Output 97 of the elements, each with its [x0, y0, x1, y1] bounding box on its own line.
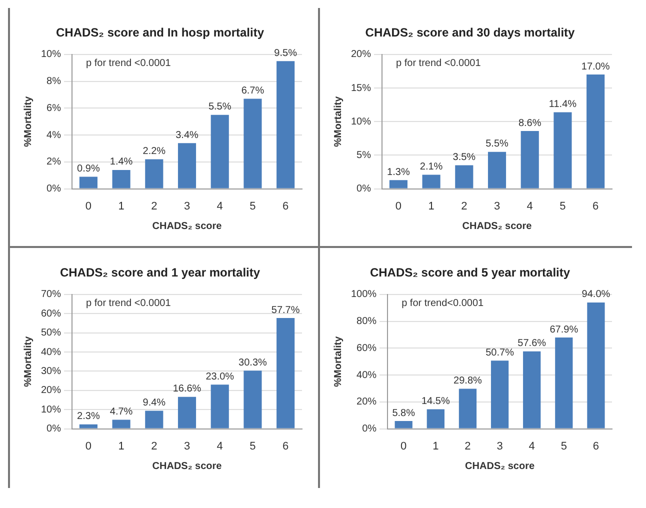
x-tick-label: 2	[464, 440, 471, 452]
annotation: p for trend <0.0001	[86, 298, 172, 310]
data-label: 67.9%	[550, 324, 578, 336]
x-tick-label: 4	[216, 440, 223, 452]
annotation: p for trend <0.0001	[396, 58, 482, 70]
x-tick-label: 4	[526, 200, 533, 212]
y-tick-label: 80%	[356, 316, 377, 328]
data-label: 1.4%	[110, 156, 133, 168]
data-label: 16.6%	[172, 384, 202, 395]
x-axis-title: CHADS₂ score	[465, 460, 535, 472]
y-tick-label: 2%	[46, 156, 62, 168]
y-axis-title: %Mortality	[332, 96, 344, 147]
data-label: 4.7%	[110, 406, 133, 418]
x-tick-label: 1	[118, 200, 124, 212]
y-tick-label: 20%	[351, 49, 372, 60]
x-tick-label: 4	[528, 440, 535, 452]
y-tick-label: 6%	[46, 102, 62, 114]
data-label: 11.4%	[548, 98, 577, 110]
y-tick-label: 40%	[356, 370, 377, 381]
data-label: 3.5%	[452, 152, 476, 164]
chart-title: CHADS₂ score and In hosp mortality	[56, 26, 264, 40]
data-label: 9.4%	[142, 398, 166, 408]
x-tick-label: 1	[432, 440, 439, 452]
data-label: 30.3%	[238, 357, 267, 368]
data-label: 94.0%	[582, 289, 610, 300]
data-label: 2.3%	[77, 411, 100, 422]
data-label: 5.5%	[486, 138, 509, 150]
y-tick-label: 0%	[362, 424, 377, 435]
y-tick-label: 40%	[41, 346, 62, 358]
data-label: 1.3%	[387, 166, 410, 178]
x-tick-label: 5	[560, 440, 567, 452]
x-tick-label: 5	[560, 200, 566, 212]
y-axis-title: %Mortality	[22, 96, 34, 147]
y-tick-label: 5%	[356, 150, 372, 161]
data-label: 17.0%	[581, 61, 610, 72]
annotation: p for trend<0.0001	[402, 298, 484, 310]
x-tick-label: 3	[494, 200, 500, 212]
x-tick-label: 2	[461, 200, 468, 212]
data-label: 2.1%	[420, 161, 443, 172]
data-label: 5.5%	[208, 102, 232, 113]
y-tick-label: 0%	[46, 424, 62, 435]
x-tick-label: 6	[282, 440, 289, 452]
y-tick-label: 20%	[356, 396, 377, 408]
x-tick-label: 6	[282, 200, 289, 212]
data-label: 8.6%	[518, 118, 542, 129]
x-tick-label: 0	[85, 440, 92, 452]
x-tick-label: 5	[250, 200, 256, 212]
data-label: 3.4%	[176, 130, 199, 141]
x-tick-label: 3	[184, 440, 190, 452]
y-axis-title: %Mortality	[332, 336, 344, 387]
data-label: 9.5%	[274, 48, 298, 59]
x-axis-title: CHADS₂ score	[152, 460, 222, 472]
x-tick-label: 6	[592, 440, 600, 452]
data-label: 57.7%	[271, 304, 300, 316]
x-tick-label: 1	[118, 440, 124, 452]
chart-title: CHADS₂ score and 1 year mortality	[60, 266, 260, 280]
y-tick-label: 30%	[41, 366, 62, 377]
x-tick-label: 3	[184, 200, 190, 212]
y-tick-label: 20%	[41, 385, 62, 396]
x-tick-label: 0	[395, 200, 402, 212]
y-tick-label: 0%	[356, 184, 372, 195]
x-tick-label: 0	[400, 440, 407, 452]
y-tick-label: 60%	[41, 308, 62, 320]
x-tick-label: 4	[216, 200, 223, 212]
annotation: p for trend <0.0001	[86, 58, 172, 70]
data-label: 5.8%	[392, 408, 416, 419]
y-tick-label: 10%	[41, 404, 62, 416]
x-axis-title: CHADS₂ score	[462, 220, 532, 232]
data-label: 29.8%	[454, 376, 482, 386]
x-tick-label: 1	[428, 200, 434, 212]
y-tick-label: 10%	[351, 116, 372, 128]
y-tick-label: 10%	[41, 49, 62, 60]
x-tick-label: 2	[151, 440, 158, 452]
x-tick-label: 6	[592, 200, 599, 212]
chart-title: CHADS₂ score and 30 days mortality	[365, 26, 576, 40]
x-tick-label: 5	[250, 440, 256, 452]
y-tick-label: 8%	[46, 76, 62, 88]
x-tick-label: 0	[85, 200, 92, 212]
y-tick-label: 15%	[351, 82, 372, 94]
chart-title: CHADS₂ score and 5 year mortality	[370, 266, 570, 280]
data-label: 23.0%	[206, 371, 234, 382]
y-tick-label: 100%	[351, 289, 377, 300]
data-label: 14.5%	[421, 396, 450, 408]
data-label: 57.6%	[518, 338, 546, 350]
y-axis-title: %Mortality	[22, 336, 34, 387]
data-label: 6.7%	[241, 86, 264, 96]
data-label: 2.2%	[142, 146, 166, 157]
y-tick-label: 0%	[46, 184, 62, 195]
y-tick-label: 60%	[356, 342, 377, 354]
x-tick-label: 2	[151, 200, 158, 212]
x-tick-label: 3	[496, 440, 503, 452]
y-tick-label: 50%	[41, 328, 62, 339]
x-axis-title: CHADS₂ score	[152, 220, 222, 232]
y-tick-label: 70%	[41, 289, 62, 300]
data-label: 0.9%	[77, 163, 100, 174]
y-tick-label: 4%	[46, 130, 62, 141]
data-label: 50.7%	[486, 347, 514, 358]
